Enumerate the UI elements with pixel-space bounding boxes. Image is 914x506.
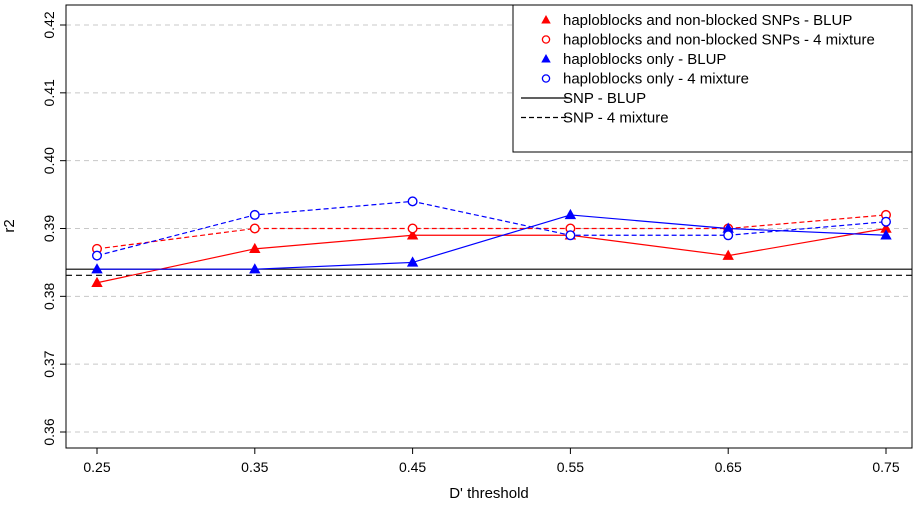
y-tick-label: 0.39 — [41, 215, 57, 242]
y-tick-label: 0.37 — [41, 350, 57, 377]
x-tick-label: 0.25 — [83, 459, 110, 475]
data-point — [564, 208, 577, 220]
data-point — [249, 263, 261, 274]
y-tick-label: 0.38 — [41, 282, 57, 309]
y-tick-label: 0.40 — [41, 147, 57, 174]
x-tick-label: 0.65 — [715, 459, 742, 475]
reference-lines — [66, 268, 912, 276]
x-axis: 0.25 0.35 0.45 0.55 0.65 0.75 — [83, 448, 900, 475]
x-tick-label: 0.55 — [557, 459, 584, 475]
series — [91, 222, 892, 287]
data-point — [91, 263, 103, 274]
y-tick-label: 0.41 — [41, 79, 57, 106]
legend-label: haploblocks and non-blocked SNPs - BLUP — [563, 12, 852, 29]
data-point — [880, 222, 892, 233]
data-point — [407, 223, 418, 234]
x-tick-label: 0.45 — [399, 459, 426, 475]
data-point — [249, 209, 260, 220]
legend-marker — [541, 15, 551, 24]
series-layer — [91, 196, 892, 287]
series-line — [97, 214, 887, 270]
data-point — [249, 242, 261, 254]
y-tick-label: 0.42 — [41, 11, 57, 38]
data-point — [722, 249, 734, 260]
legend-label: SNP - 4 mixture — [563, 110, 669, 127]
y-axis: 0.36 0.37 0.38 0.39 0.40 0.41 0.42 — [41, 11, 66, 446]
x-tick-label: 0.35 — [241, 459, 268, 475]
data-point — [881, 216, 892, 227]
data-point — [723, 230, 734, 241]
y-tick-label: 0.36 — [41, 418, 57, 445]
series — [91, 209, 892, 254]
legend-marker — [541, 35, 551, 44]
legend-box — [512, 4, 913, 153]
data-point — [722, 222, 734, 233]
legend-marker — [541, 54, 551, 63]
data-point — [91, 250, 102, 261]
data-point — [91, 276, 103, 287]
plot-frame — [65, 4, 913, 449]
series — [91, 208, 892, 274]
data-point — [565, 230, 576, 241]
series-line — [96, 200, 887, 257]
x-tick-label: 0.75 — [872, 459, 899, 475]
series — [91, 196, 892, 261]
legend-label: haploblocks only - 4 mixture — [563, 71, 749, 88]
data-point — [406, 229, 419, 240]
data-point — [407, 196, 418, 207]
data-point — [880, 229, 892, 240]
legend-label: haploblocks only - BLUP — [563, 51, 726, 68]
legend-label: haploblocks and non-blocked SNPs - 4 mix… — [563, 32, 875, 49]
legend-marker — [541, 74, 551, 83]
x-axis-label: D' threshold — [449, 485, 529, 502]
data-point — [249, 223, 260, 234]
y-axis-label: r2 — [1, 219, 18, 232]
data-point — [406, 256, 419, 267]
series-line — [96, 227, 887, 284]
legend: haploblocks and non-blocked SNPs - BLUP h… — [512, 4, 913, 153]
series-line — [96, 214, 887, 250]
legend-label: SNP - BLUP — [563, 90, 646, 107]
